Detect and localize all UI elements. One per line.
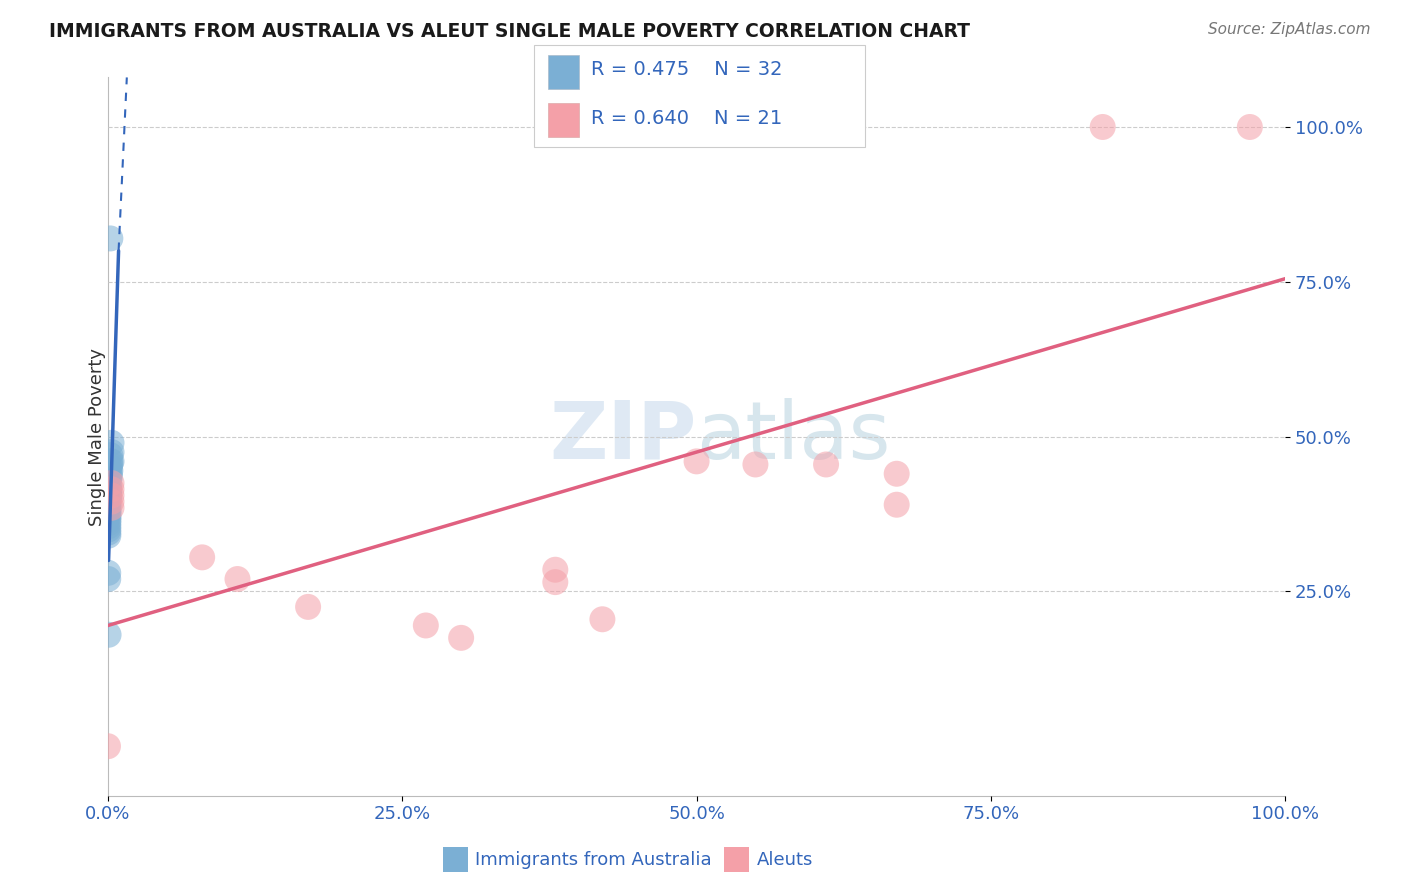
Text: Source: ZipAtlas.com: Source: ZipAtlas.com (1208, 22, 1371, 37)
Point (97, 523, 120, 537)
Point (1091, 120, 1114, 134)
Point (97, 739, 120, 754)
Point (97, 507, 120, 521)
Point (97, 500, 120, 515)
Point (97, 566, 120, 580)
Point (191, 550, 214, 565)
Point (98, 460, 121, 475)
Text: R = 0.640    N = 21: R = 0.640 N = 21 (591, 109, 782, 128)
Point (100, 445, 122, 459)
Point (97, 628, 120, 642)
Point (97, 510, 120, 524)
Point (97, 525, 120, 540)
Text: Aleuts: Aleuts (756, 851, 813, 869)
Point (98, 231, 121, 245)
Y-axis label: Single Male Poverty: Single Male Poverty (89, 348, 105, 525)
Point (100, 488, 122, 502)
Point (100, 482, 122, 496)
Point (1239, 120, 1261, 134)
Point (97, 529, 120, 543)
Point (886, 498, 908, 512)
Point (98, 482, 121, 496)
Point (591, 612, 613, 626)
Point (886, 467, 908, 481)
Point (415, 618, 437, 632)
Point (97, 504, 120, 518)
Point (100, 500, 122, 515)
Point (98, 467, 121, 481)
Point (685, 454, 707, 468)
Point (97, 513, 120, 527)
Point (98, 464, 121, 478)
Point (97, 516, 120, 531)
Point (98, 479, 121, 493)
Point (100, 476, 122, 491)
Point (450, 631, 472, 645)
Point (97, 494, 120, 508)
Point (544, 563, 567, 577)
Point (97, 572, 120, 586)
Text: Immigrants from Australia: Immigrants from Australia (475, 851, 711, 869)
Point (98, 454, 121, 468)
Point (226, 572, 249, 586)
Point (98, 458, 121, 472)
Point (744, 458, 766, 472)
Point (97, 491, 120, 506)
Point (98, 470, 121, 484)
Text: ZIP: ZIP (550, 398, 696, 475)
Point (100, 454, 122, 468)
Point (98, 488, 121, 502)
Point (815, 458, 838, 472)
Point (297, 599, 319, 614)
Point (97, 519, 120, 533)
Point (97, 498, 120, 512)
Text: atlas: atlas (696, 398, 891, 475)
Text: IMMIGRANTS FROM AUSTRALIA VS ALEUT SINGLE MALE POVERTY CORRELATION CHART: IMMIGRANTS FROM AUSTRALIA VS ALEUT SINGL… (49, 22, 970, 41)
Point (100, 494, 122, 508)
Point (98, 485, 121, 500)
Point (544, 575, 567, 590)
Point (98, 473, 121, 487)
Text: R = 0.475    N = 32: R = 0.475 N = 32 (591, 60, 782, 78)
Point (98, 448, 121, 462)
Point (100, 435, 122, 450)
